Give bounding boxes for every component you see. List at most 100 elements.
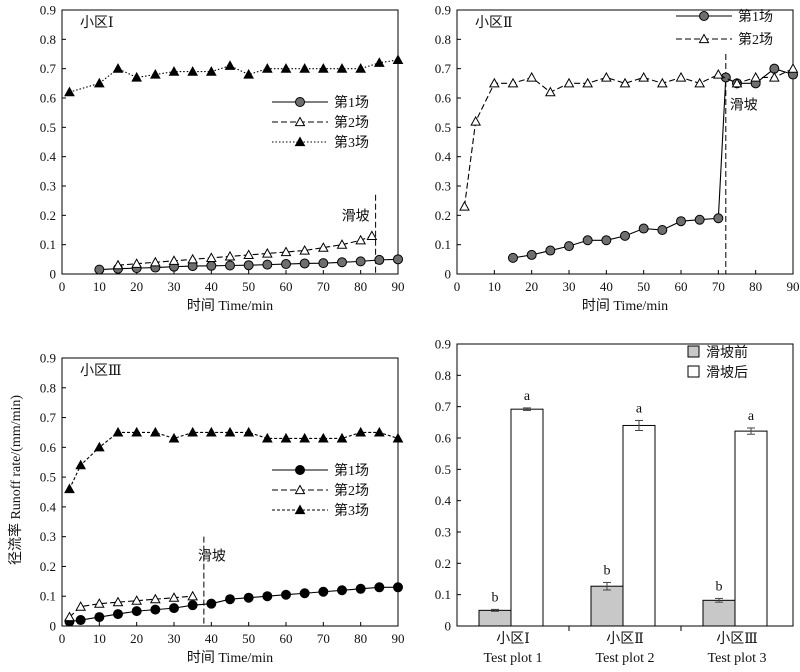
x-tick-label: 40 [600,279,613,294]
data-point [262,259,273,270]
data-point [281,259,291,270]
data-point [205,252,217,262]
y-tick-label: 0.9 [40,351,56,366]
data-point [224,426,236,437]
y-tick-label: 0.3 [40,529,56,544]
data-point [149,426,161,437]
data-point [317,63,329,73]
data-point [675,71,687,82]
landslide-annotation: 滑坡 [730,97,758,114]
x-tick-label: 30 [563,279,576,294]
y-tick-label: 0.1 [40,589,56,604]
data-point [318,586,329,597]
y-tick-label: 0.4 [435,493,452,508]
data-point [713,213,724,224]
data-point [656,77,668,88]
category-label-en: Test plot 3 [708,651,767,666]
data-point [393,254,403,265]
y-tick-label: 0.2 [435,556,451,571]
data-point [507,77,519,88]
data-point [336,239,348,249]
y-tick-label: 0.6 [435,431,452,446]
data-point [676,216,686,227]
bar [510,408,544,627]
y-tick-label: 0.5 [435,462,451,477]
data-point [169,603,179,614]
data-point [131,258,143,268]
data-point [243,249,255,260]
data-point [224,60,236,70]
y-tick-label: 0.8 [435,368,451,383]
data-point [112,426,124,437]
legend-swatch [687,365,700,378]
data-point [206,598,217,609]
series-line [463,68,794,207]
plot-title: 小区Ⅲ [80,363,122,379]
data-point [355,583,366,594]
data-point [620,230,630,241]
data-point [131,426,143,437]
plot-frame [61,9,399,275]
data-point [281,589,291,600]
data-point [205,66,217,76]
data-point [168,592,180,602]
y-tick-label: 0.7 [435,61,452,76]
data-point [582,235,593,246]
data-point [225,260,235,271]
data-point [600,71,612,82]
x-tick-label: 60 [280,631,293,646]
data-point [470,115,482,126]
data-point [768,71,780,82]
data-point [243,592,254,603]
data-point [131,71,143,82]
y-tick-label: 0.2 [435,208,451,223]
data-point [112,596,124,607]
x-tick-label: 20 [130,279,143,294]
y-tick-label: 0.6 [40,91,57,106]
data-point [508,252,518,263]
bar [702,599,736,627]
data-point [112,63,124,73]
data-point [94,612,105,623]
data-point [337,585,347,596]
data-point [299,63,311,73]
data-point [187,253,199,264]
data-point [564,241,574,252]
data-point [261,432,273,443]
data-point [187,426,199,437]
data-point [392,54,404,64]
data-point [657,225,668,235]
data-point [131,606,142,617]
plot-frame [456,9,794,275]
data-point [168,66,180,76]
data-point [187,66,199,76]
legend-swatch [687,345,700,358]
data-point [150,604,161,615]
y-tick-label: 0.4 [40,149,57,164]
data-point [243,69,255,79]
legend-marker [698,33,710,44]
x-tick-label: 0 [59,631,66,646]
panel-3: 0 0.1 0.2 0.3 0.4 0.5 0.6 0.7 0.8 0.9 0 10 20 30 40 50 6… [40,351,405,667]
data-point [299,245,311,255]
x-tick-label: 70 [317,279,330,294]
y-tick-label: 0.9 [40,3,56,18]
x-tick-label: 90 [392,279,405,294]
data-point [373,57,385,67]
x-tick-label: 80 [354,279,367,294]
data-point [93,77,105,88]
data-point [187,590,199,601]
significance-letter: a [636,401,643,416]
panel-4: 0 0.1 0.2 0.3 0.4 0.5 0.6 0.7 0.8 0.9 小区Ⅰ Test plot… [435,337,794,666]
y-tick-label: 0.9 [435,337,451,352]
data-point [149,593,161,604]
y-tick-label: 0 [445,619,452,634]
data-point [355,426,367,437]
legend-label: 第2场 [334,482,369,499]
data-point [112,259,124,270]
data-point [149,69,161,79]
data-point [243,426,255,437]
y-tick-label: 0.8 [40,32,56,47]
data-point [224,250,236,261]
